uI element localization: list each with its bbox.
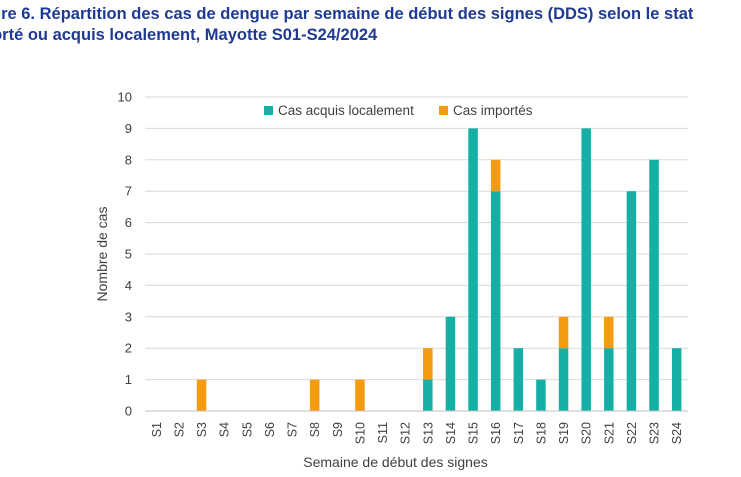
y-axis-label: Nombre de cas bbox=[94, 207, 110, 302]
bar-local-s24 bbox=[671, 348, 682, 411]
x-tick-label: S16 bbox=[489, 422, 503, 444]
y-tick-label: 5 bbox=[125, 247, 132, 262]
y-tick-label: 10 bbox=[118, 90, 132, 105]
bar-local-s13 bbox=[423, 379, 433, 411]
bar-local-s17 bbox=[513, 348, 524, 411]
bar-imported-s13 bbox=[423, 348, 433, 380]
x-tick-label: S6 bbox=[263, 422, 277, 437]
x-tick-label: S19 bbox=[557, 422, 571, 444]
x-tick-label: S11 bbox=[376, 422, 390, 443]
y-axis-ticks: 0 1 2 3 4 5 6 7 8 9 10 bbox=[118, 90, 132, 419]
x-tick-label: S7 bbox=[286, 422, 300, 437]
x-tick-label: S21 bbox=[602, 422, 616, 444]
x-tick-label: S14 bbox=[444, 422, 458, 444]
x-axis-ticks: S1 S2 S3 S4 S5 S6 S7 S8 S9 S10 S11 S12 S13 S14 S15 S16 S… bbox=[150, 422, 684, 444]
bar-imported-s3 bbox=[196, 379, 207, 411]
bar-local-s21 bbox=[604, 348, 614, 411]
bar-local-s20 bbox=[581, 128, 591, 411]
legend-swatch-imported bbox=[439, 106, 448, 115]
x-tick-label: S15 bbox=[467, 422, 481, 444]
y-tick-label: 6 bbox=[125, 215, 132, 230]
bar-local-s22 bbox=[626, 191, 637, 411]
bars bbox=[196, 128, 682, 411]
x-tick-label: S18 bbox=[534, 422, 548, 444]
x-axis-label: Semaine de début des signes bbox=[303, 454, 487, 470]
chart-title: ure 6. Répartition des cas de dengue par… bbox=[0, 4, 741, 46]
bar-local-s15 bbox=[468, 128, 478, 411]
y-tick-label: 3 bbox=[125, 309, 132, 324]
x-tick-label: S23 bbox=[648, 422, 662, 444]
x-tick-label: S9 bbox=[331, 422, 345, 437]
legend: Cas acquis localement Cas importés bbox=[264, 103, 533, 118]
y-tick-label: 2 bbox=[125, 341, 132, 356]
x-tick-label: S17 bbox=[512, 422, 526, 444]
bar-local-s18 bbox=[536, 379, 546, 411]
y-tick-label: 7 bbox=[125, 184, 132, 199]
legend-label-local: Cas acquis localement bbox=[278, 103, 414, 118]
bar-local-s14 bbox=[445, 316, 456, 411]
chart-title-line-1: ure 6. Répartition des cas de dengue par… bbox=[0, 5, 694, 23]
bar-local-s23 bbox=[649, 159, 659, 411]
y-tick-label: 9 bbox=[125, 121, 132, 136]
bar-imported-s8 bbox=[309, 379, 320, 411]
legend-label-imported: Cas importés bbox=[453, 103, 533, 118]
x-tick-label: S20 bbox=[580, 422, 594, 444]
gridlines bbox=[145, 96, 688, 381]
chart-title-line-2: porté ou acquis localement, Mayotte S01-… bbox=[0, 26, 378, 44]
bar-imported-s10 bbox=[355, 379, 365, 411]
x-tick-label: S2 bbox=[172, 422, 186, 437]
x-tick-label: S8 bbox=[308, 422, 322, 437]
legend-swatch-local bbox=[264, 106, 273, 115]
y-tick-label: 0 bbox=[125, 404, 132, 419]
x-tick-label: S24 bbox=[670, 422, 684, 444]
x-tick-label: S12 bbox=[399, 422, 413, 444]
bar-local-s19 bbox=[558, 348, 569, 411]
bar-local-s16 bbox=[490, 191, 501, 411]
x-tick-label: S3 bbox=[195, 422, 209, 437]
x-tick-label: S4 bbox=[218, 422, 232, 437]
y-tick-label: 1 bbox=[125, 372, 132, 387]
x-tick-label: S10 bbox=[353, 422, 367, 444]
bar-imported-s19 bbox=[558, 316, 569, 349]
x-tick-label: S5 bbox=[240, 422, 254, 437]
x-tick-label: S1 bbox=[150, 422, 164, 437]
y-tick-label: 8 bbox=[125, 152, 132, 167]
y-tick-label: 4 bbox=[125, 278, 132, 293]
bar-imported-s21 bbox=[604, 316, 614, 349]
bar-imported-s16 bbox=[490, 159, 501, 192]
x-tick-label: S22 bbox=[625, 422, 639, 444]
x-tick-label: S13 bbox=[421, 422, 435, 444]
